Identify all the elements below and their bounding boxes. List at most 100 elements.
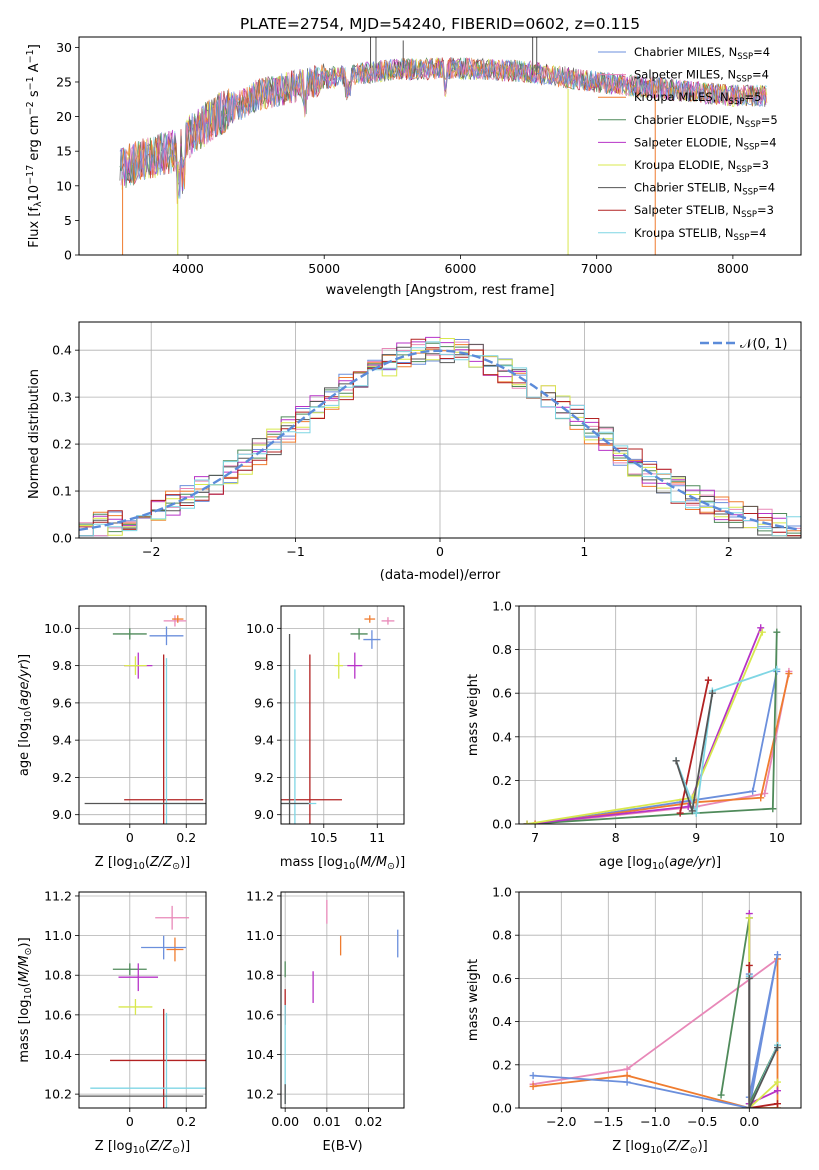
y-axis-label-part: −1 xyxy=(25,76,36,90)
y-tick-label: 10.4 xyxy=(246,1047,274,1062)
x-axis-label-part: ⊙ xyxy=(172,1145,180,1156)
y-axis-label-part: mass [log xyxy=(17,999,32,1062)
legend-text: Chabrier STELIB, N xyxy=(634,181,742,195)
mass-weight-line xyxy=(527,632,778,824)
data-marker xyxy=(704,676,712,684)
x-tick-label: −2 xyxy=(142,544,160,559)
data-marker xyxy=(745,961,753,969)
legend-eq: =5 xyxy=(761,113,778,127)
x-axis-label-part: Z [log xyxy=(612,1139,650,1154)
y-tick-label: 0.1 xyxy=(52,484,72,499)
data-marker xyxy=(773,628,781,636)
x-tick-label: 9 xyxy=(692,830,700,845)
x-tick-label: 0.00 xyxy=(271,1114,299,1129)
data-marker xyxy=(745,914,753,922)
normal-reference-curve xyxy=(79,349,801,531)
data-marker xyxy=(692,809,700,817)
legend-entry: Chabrier ELODIE, NSSP=5 xyxy=(634,113,778,130)
x-tick-label: 4000 xyxy=(172,261,204,276)
x-tick-label: 11 xyxy=(369,830,385,845)
y-axis-label-part: −2 xyxy=(25,101,36,115)
legend-text: Salpeter MILES, N xyxy=(634,68,736,82)
error-bar-point xyxy=(112,628,147,640)
axes-frame xyxy=(78,321,802,539)
y-tick-label: 9.4 xyxy=(52,733,72,748)
data-marker xyxy=(769,805,777,813)
data-marker xyxy=(529,1082,537,1090)
y-tick-label: 10.0 xyxy=(246,621,274,636)
legend-text: Kroupa STELIB, N xyxy=(634,226,734,240)
mass-weight-line xyxy=(534,673,790,824)
error-bar-point xyxy=(363,630,381,649)
y-axis-label-part: ( xyxy=(17,706,32,711)
error-bar-point xyxy=(334,652,344,679)
legend-eq: =3 xyxy=(757,203,774,217)
mass-weight-line xyxy=(748,978,779,1108)
y-tick-label: 0.8 xyxy=(492,642,512,657)
y-axis-label: age [log10(age/yr)] xyxy=(17,654,34,776)
error-bar-point xyxy=(90,1012,206,1108)
legend-entry: Salpeter STELIB, NSSP=3 xyxy=(634,203,774,220)
x-tick-label: −2.0 xyxy=(546,1114,576,1129)
y-tick-label: 9.6 xyxy=(254,695,274,710)
y-tick-label: 10.6 xyxy=(44,1007,72,1022)
x-axis-label-part: Z [log xyxy=(95,1139,133,1154)
x-tick-label: 0 xyxy=(436,544,444,559)
x-axis-label-part: ⊙ xyxy=(387,861,395,872)
y-tick-label: 9.4 xyxy=(254,733,274,748)
x-axis-label: mass [log10(M/M⊙)] xyxy=(280,855,405,872)
x-axis-label-part: ( xyxy=(145,855,150,870)
y-axis-label-part: erg cm xyxy=(27,115,42,164)
x-axis-label-part: 10 xyxy=(343,861,355,872)
y-tick-label: 9.2 xyxy=(254,770,274,785)
error-bar-point xyxy=(118,963,159,992)
y-tick-label: 30 xyxy=(56,40,72,55)
legend-entry: Chabrier MILES, NSSP=4 xyxy=(634,45,770,62)
x-axis-label-part: age [log xyxy=(599,855,652,870)
y-tick-label: 9.6 xyxy=(52,695,72,710)
error-bar-point xyxy=(112,963,147,976)
legend-eq: =4 xyxy=(760,135,777,149)
axes-frame xyxy=(78,891,207,1109)
x-axis-label: Z [log10(Z/Z⊙)] xyxy=(95,855,190,872)
error-bar-point xyxy=(347,652,363,679)
y-tick-label: 11.2 xyxy=(246,888,274,903)
legend-eq: =4 xyxy=(758,181,775,195)
axes-massweight_vs_Z: −2.0 −1.5 −1.0 −0.5 0.0 0.0 0.2 0.4 0.6 0.8 1.0 Z [… xyxy=(466,885,802,1156)
y-tick-label: 0.4 xyxy=(52,343,72,358)
x-tick-label: −0.5 xyxy=(687,1114,717,1129)
legend-eq: =4 xyxy=(752,68,769,82)
x-axis-label-part: 10 xyxy=(650,1145,662,1156)
figure-title: PLATE=2754, MJD=54240, FIBERID=0602, z=0… xyxy=(240,15,640,33)
error-bar-point xyxy=(155,905,190,930)
legend-text: Chabrier MILES, N xyxy=(634,45,737,59)
y-tick-label: 0 xyxy=(64,248,72,263)
error-bar-point xyxy=(118,999,153,1015)
x-tick-label: −1 xyxy=(286,544,304,559)
x-tick-label: 10 xyxy=(769,830,785,845)
axes-mass_vs_Z: 0 0.210.210.410.610.811.011.2Z [log10(Z/Z… xyxy=(17,888,207,1156)
data-marker xyxy=(688,807,696,815)
legend-text: Salpeter ELODIE, N xyxy=(634,135,744,149)
y-tick-label: 9.8 xyxy=(52,658,72,673)
plot-area-mass_vs_EBV xyxy=(284,899,399,1105)
legend-text: Chabrier ELODIE, N xyxy=(634,113,745,127)
x-tick-label: 10.5 xyxy=(310,830,338,845)
error-bar-point xyxy=(364,615,376,623)
axes-frame xyxy=(518,605,802,825)
data-marker xyxy=(774,1100,781,1108)
plot-area-residual_histogram xyxy=(79,336,801,537)
legend-entry: Kroupa STELIB, NSSP=4 xyxy=(634,226,766,243)
y-tick-label: 11.0 xyxy=(44,928,72,943)
plot-area-age_vs_mass xyxy=(281,615,395,824)
x-axis-label-part: )] xyxy=(180,855,190,870)
x-axis-label-part: 10 xyxy=(133,1145,145,1156)
mass-weight-line xyxy=(535,671,790,824)
data-marker xyxy=(773,665,781,673)
y-tick-label: 10.6 xyxy=(246,1007,274,1022)
x-tick-label: 6000 xyxy=(445,261,477,276)
y-axis-label-part: λ xyxy=(33,201,44,207)
data-marker xyxy=(774,951,781,959)
x-axis-label-part: ⊙ xyxy=(690,1145,698,1156)
